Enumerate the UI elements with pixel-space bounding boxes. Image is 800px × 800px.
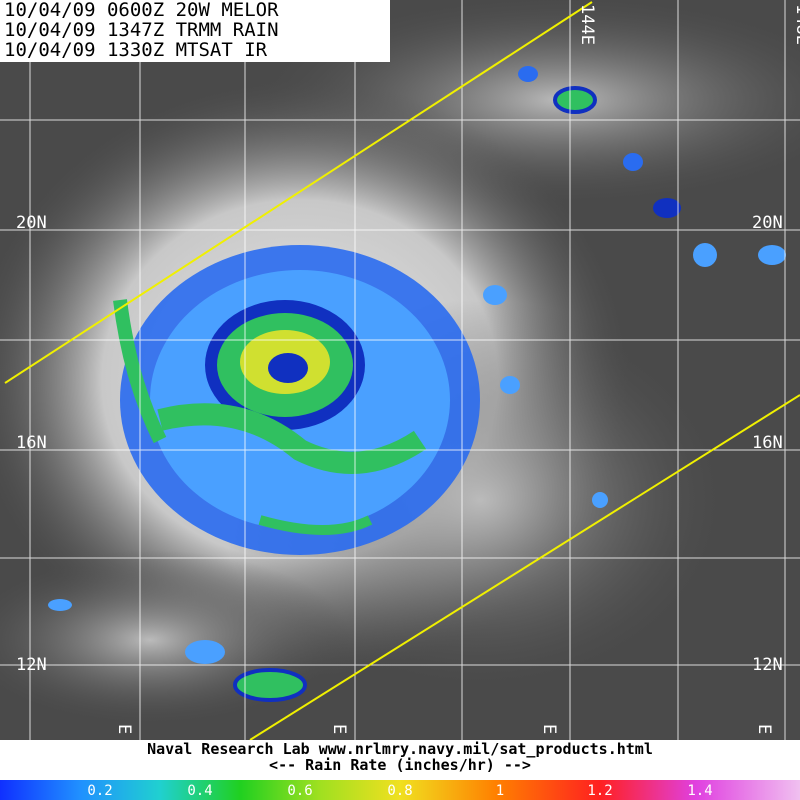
colorbar-label: 0.2 [87,783,112,799]
colorbar-label: 1 [496,783,504,799]
lat-label: 20N [752,213,783,233]
lon-label: E [329,724,349,734]
lat-label: 12N [16,655,47,675]
header-line: 10/04/09 0600Z 20W MELOR [4,0,279,21]
header-box [0,0,390,62]
lon-label: E [754,724,774,734]
colorbar [0,780,800,800]
lon-label: 148E [792,4,800,45]
colorbar-label: 1.2 [587,783,612,799]
lon-label: E [539,724,559,734]
lat-label: 16N [16,433,47,453]
imagery [0,0,800,740]
lat-label: 20N [16,213,47,233]
footer [0,740,800,780]
grid [0,0,800,740]
colorbar-ticks: 0.2 0.4 0.6 0.8 1 1.2 1.4 [87,783,712,799]
colorbar-label: 0.4 [187,783,212,799]
lat-label: 16N [752,433,783,453]
scale-title: <-- Rain Rate (inches/hr) --> [269,756,531,774]
swath-edges [4,1,800,741]
colorbar-label: 1.4 [687,783,712,799]
header-line: 10/04/09 1330Z MTSAT IR [4,39,268,61]
lon-label: E [114,724,134,734]
colorbar-label: 0.8 [387,783,412,799]
lat-label: 12N [752,655,783,675]
header-line: 10/04/09 1347Z TRMM RAIN [4,19,279,41]
credit: Naval Research Lab www.nrlmry.navy.mil/s… [147,740,653,758]
colorbar-label: 0.6 [287,783,312,799]
lon-label: 144E [577,4,597,45]
